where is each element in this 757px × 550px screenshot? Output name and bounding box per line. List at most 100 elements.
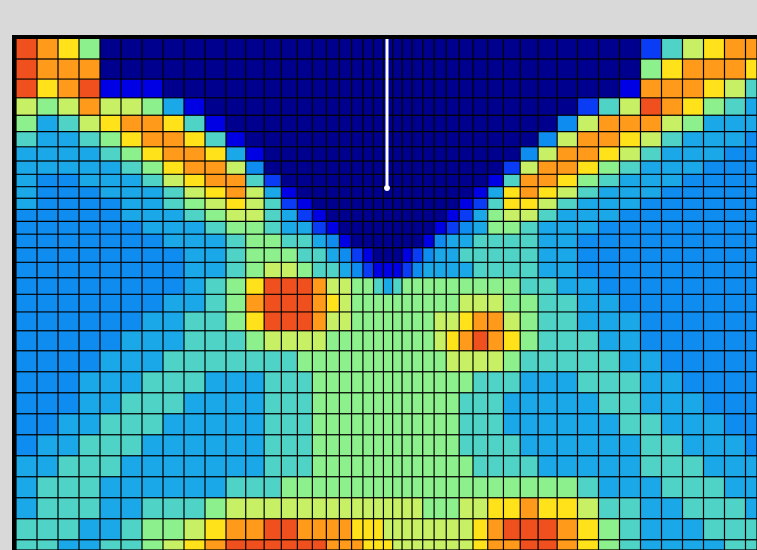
mesh-cell [703,79,725,99]
mesh-cell [245,115,265,133]
mesh-cell [703,59,725,80]
mesh-cell [142,146,164,162]
mesh-cell [538,330,558,352]
mesh-cell [362,294,375,313]
mesh-cell [339,38,353,60]
mesh-cell [724,392,746,415]
mesh-cell [326,277,340,295]
mesh-cell [100,476,122,499]
mesh-cell [412,146,424,162]
mesh-cell [297,294,313,313]
mesh-cell [312,97,327,116]
mesh-cell [16,476,38,499]
mesh-cell [459,330,474,352]
mesh-cell [446,539,460,550]
mesh-cell [412,434,424,457]
mesh-cell [459,247,474,263]
mesh-cell [503,115,521,133]
mesh-cell [264,311,282,332]
mesh-cell [422,79,435,99]
mesh-cell [79,97,101,116]
mesh-cell [661,518,683,541]
mesh-cell [472,371,489,394]
mesh-cell [459,209,474,222]
mesh-cell [520,161,539,175]
mesh-cell [503,221,521,235]
mesh-cell [326,247,340,263]
mesh-cell [487,350,504,373]
mesh-cell [226,371,247,394]
mesh-cell [487,539,504,550]
mesh-cell [184,330,206,352]
mesh-cell [520,59,539,80]
mesh-cell [184,59,206,80]
mesh-cell [412,294,424,313]
mesh-cell [402,455,413,478]
mesh-cell [745,247,757,263]
mesh-cell [184,518,206,541]
mesh-cell [412,247,424,263]
mesh-cell [121,350,143,373]
mesh-cell [422,198,435,210]
mesh-cell [100,294,122,313]
mesh-cell [383,198,394,210]
mesh-cell [422,539,435,550]
mesh-cell [373,350,384,373]
mesh-cell [487,371,504,394]
mesh-cell [577,294,599,313]
mesh-cell [163,131,185,148]
mesh-cell [538,277,558,295]
mesh-cell [503,371,521,394]
mesh-cell [205,413,227,436]
mesh-cell [661,497,683,520]
mesh-cell [640,434,662,457]
mesh-cell [37,294,59,313]
mesh-cell [205,115,227,133]
mesh-cell [487,455,504,478]
mesh-cell [100,131,122,148]
mesh-cell [100,262,122,279]
mesh-cell [557,97,578,116]
mesh-cell [245,247,265,263]
mesh-cell [245,330,265,352]
mesh-cell [619,455,641,478]
mesh-cell [297,209,313,222]
mesh-cell [459,161,474,175]
mesh-cell [205,79,227,99]
mesh-cell [383,497,394,520]
mesh-cell [459,115,474,133]
mesh-cell [538,311,558,332]
mesh-cell [745,350,757,373]
mesh-cell [100,392,122,415]
mesh-cell [16,518,38,541]
mesh-cell [245,455,265,478]
mesh-cell [205,476,227,499]
mesh-cell [100,115,122,133]
mesh-cell [163,434,185,457]
mesh-cell [745,198,757,210]
mesh-cell [326,174,340,188]
mesh-cell [205,174,227,188]
mesh-cell [281,209,298,222]
mesh-cell [383,476,394,499]
mesh-cell [422,209,435,222]
mesh-cell [598,131,620,148]
mesh-cell [446,146,460,162]
mesh-cell [312,146,327,162]
mesh-cell [703,392,725,415]
mesh-cell [745,330,757,352]
mesh-cell [339,247,353,263]
mesh-cell [557,311,578,332]
mesh-cell [205,330,227,352]
mesh-cell [520,413,539,436]
mesh-cell [351,311,364,332]
mesh-cell [58,330,80,352]
mesh-cell [297,539,313,550]
mesh-cell [100,311,122,332]
mesh-cell [16,262,38,279]
mesh-cell [339,79,353,99]
mesh-cell [619,371,641,394]
mesh-cell [446,221,460,235]
mesh-cell [339,115,353,133]
mesh-cell [557,518,578,541]
